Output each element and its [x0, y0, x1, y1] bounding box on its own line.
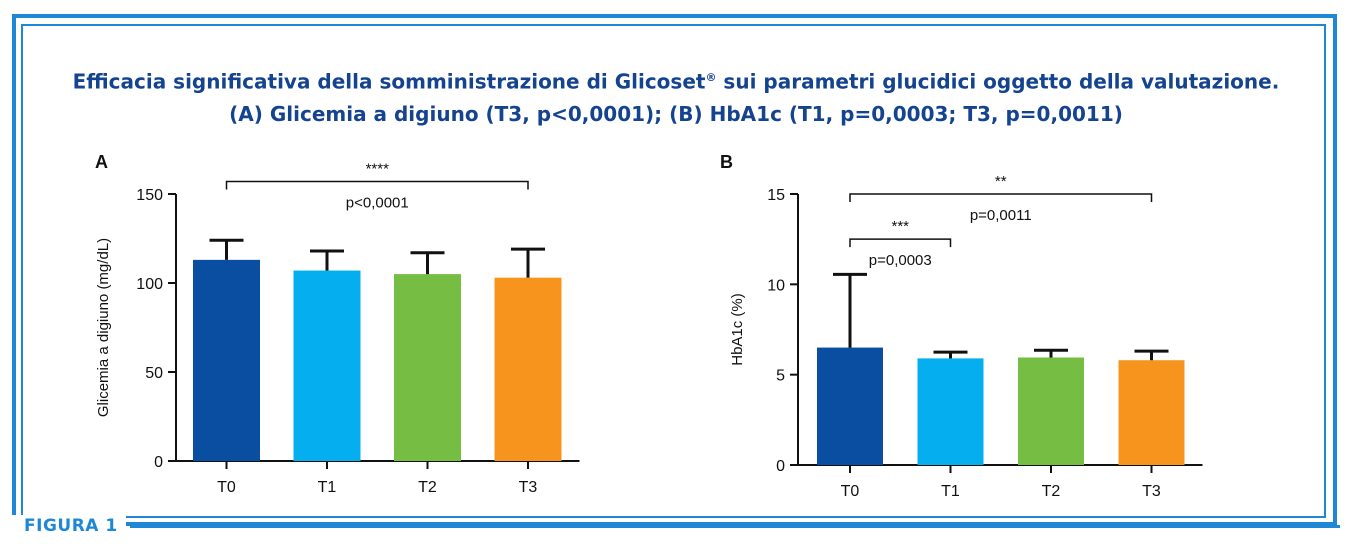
x-tick-label-t3: T3: [519, 479, 538, 496]
outer-frame: [12, 14, 1337, 526]
bar-t3: [1118, 360, 1185, 465]
significance-bracket: [849, 238, 952, 248]
y-tick-label: 0: [776, 458, 785, 475]
y-tick-label: 100: [136, 276, 163, 293]
y-tick-label: 50: [145, 365, 163, 382]
y-axis-title: Glicemia a digiuno (mg/dL): [95, 238, 112, 417]
bar-t2: [394, 274, 461, 461]
y-tick-label: 150: [136, 187, 163, 204]
figure-title: Efficacia significativa della somministr…: [30, 62, 1322, 130]
x-tick-label-t0: T0: [841, 483, 860, 500]
y-tick-label: 10: [767, 277, 785, 294]
x-tick-label-t3: T3: [1142, 483, 1161, 500]
p-value-label: p<0,0001: [346, 195, 409, 212]
bar-t2: [1018, 357, 1084, 465]
bar-t0: [817, 347, 883, 465]
significance-bracket: [849, 193, 1153, 202]
p-value-label: p=0,0003: [869, 252, 932, 269]
bar-t0: [193, 259, 260, 461]
inner-frame: [21, 24, 1326, 518]
y-axis-title: HbA1c (%): [729, 293, 746, 366]
x-tick-label-t2: T2: [1042, 483, 1061, 500]
x-tick-label-t1: T1: [318, 479, 337, 496]
x-tick-label-t2: T2: [418, 479, 437, 496]
x-tick-label-t0: T0: [217, 479, 236, 496]
x-tick-label-t1: T1: [941, 483, 960, 500]
chart-panel-b: B 0 5 10 15 HbA1c (%) T0 T1 T2 T3 *** p=0,0003 ** p=0…: [720, 152, 1203, 500]
title-line-1: Efficacia significativa della somministr…: [72, 69, 1280, 94]
significance-stars: ****: [366, 161, 390, 178]
significance-stars: **: [995, 173, 1007, 190]
panel-letter: A: [95, 152, 108, 172]
significance-stars: ***: [891, 218, 909, 235]
y-tick-label: 15: [767, 187, 785, 204]
figure-label: FIGURA 1: [24, 516, 118, 536]
chart-panel-a: A 0 50 100 150 Glicemia a digiuno (mg/dL) T0 T1…: [95, 152, 580, 496]
bar-t1: [293, 270, 361, 461]
significance-bracket: [225, 180, 529, 190]
y-tick-label: 0: [154, 454, 163, 471]
bottom-rule: [130, 525, 1340, 528]
bar-t3: [494, 277, 562, 461]
bar-t1: [917, 358, 984, 465]
y-tick-label: 5: [776, 368, 785, 385]
label-gap: [8, 515, 126, 545]
title-line-2: (A) Glicemia a digiuno (T3, p<0,0001); (…: [229, 101, 1123, 126]
p-value-label: p=0,0011: [970, 207, 1032, 224]
panel-letter: B: [720, 152, 733, 172]
